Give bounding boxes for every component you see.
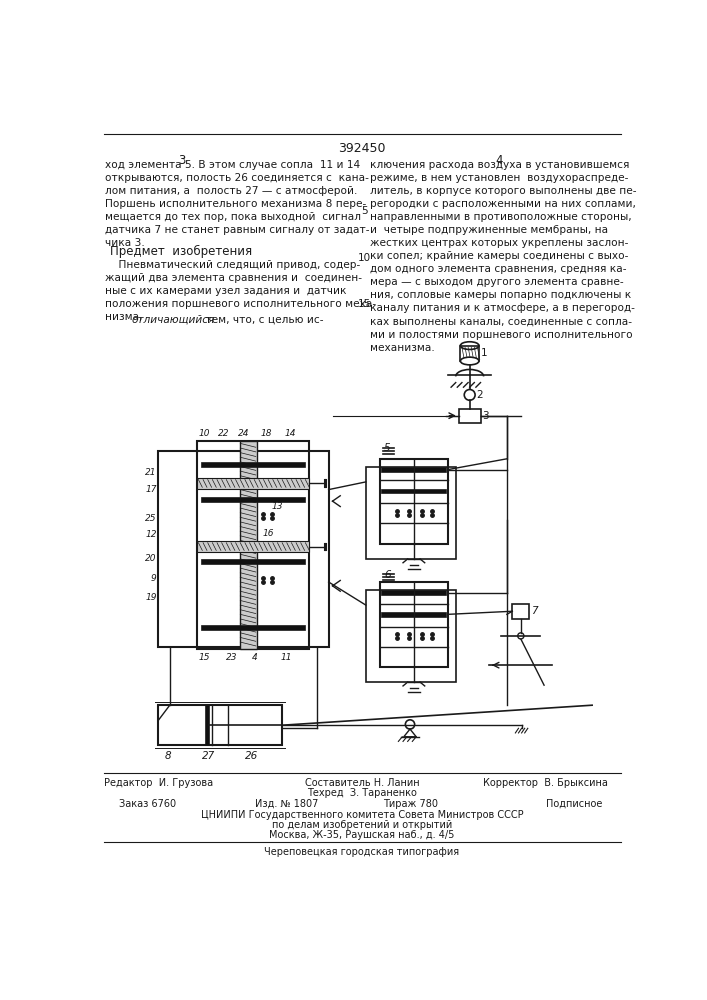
Bar — [380, 582, 448, 667]
Text: 5: 5 — [361, 206, 368, 216]
Text: ключения расхода воздуха в установившемся
режиме, в нем установлен  воздухораспр: ключения расхода воздуха в установившемс… — [370, 160, 637, 353]
Ellipse shape — [460, 357, 479, 365]
Text: 11: 11 — [280, 653, 292, 662]
Text: 26: 26 — [245, 751, 258, 761]
Text: 27: 27 — [202, 751, 215, 761]
Text: Техред  З. Тараненко: Техред З. Тараненко — [307, 788, 417, 798]
Bar — [197, 541, 309, 552]
Text: Корректор  В. Брыксина: Корректор В. Брыксина — [483, 778, 608, 788]
Text: 21: 21 — [145, 468, 156, 477]
Bar — [158, 451, 329, 647]
Text: 4: 4 — [252, 653, 258, 662]
Text: 8: 8 — [164, 751, 171, 761]
Text: ход элемента 5. В этом случае сопла  11 и 14
открываются, полость 26 соединяется: ход элемента 5. В этом случае сопла 11 и… — [105, 160, 370, 248]
Bar — [204, 705, 209, 745]
Bar — [201, 625, 305, 630]
Text: 17: 17 — [145, 485, 156, 494]
Bar — [513, 604, 530, 619]
Text: 10: 10 — [199, 429, 211, 438]
Text: 4: 4 — [496, 154, 503, 167]
Bar — [381, 612, 446, 617]
Text: 392450: 392450 — [338, 142, 386, 155]
Text: 15: 15 — [199, 653, 211, 662]
Text: 18: 18 — [261, 429, 272, 438]
Text: Череповецкая городская типография: Череповецкая городская типография — [264, 847, 460, 857]
Text: 6: 6 — [384, 570, 391, 580]
Text: 3: 3 — [482, 411, 489, 421]
Bar — [158, 705, 282, 745]
Text: Редактор  И. Грузова: Редактор И. Грузова — [103, 778, 213, 788]
Text: 20: 20 — [145, 554, 156, 563]
Text: 9: 9 — [151, 574, 156, 583]
Text: Тираж 780: Тираж 780 — [383, 799, 438, 809]
Text: 1: 1 — [481, 348, 488, 358]
Text: ЦНИИПИ Государственного комитета Совета Министров СССР: ЦНИИПИ Государственного комитета Совета … — [201, 810, 523, 820]
Text: 24: 24 — [238, 429, 249, 438]
Text: тем, что, с целью ис-: тем, что, с целью ис- — [202, 314, 324, 324]
Text: Москва, Ж-35, Раушская наб., д. 4/5: Москва, Ж-35, Раушская наб., д. 4/5 — [269, 830, 455, 840]
Text: 25: 25 — [145, 514, 156, 523]
Text: Заказ 6760: Заказ 6760 — [119, 799, 177, 809]
Bar — [366, 590, 456, 682]
Bar — [197, 441, 309, 649]
Text: 16: 16 — [263, 529, 274, 538]
Text: 14: 14 — [284, 429, 296, 438]
Text: 12: 12 — [145, 530, 156, 539]
Text: 23: 23 — [226, 653, 238, 662]
Bar — [197, 478, 309, 489]
Bar — [381, 590, 446, 595]
Text: Изд. № 1807: Изд. № 1807 — [255, 799, 318, 809]
Text: Подписное: Подписное — [546, 799, 602, 809]
Bar — [366, 466, 456, 559]
Bar — [459, 409, 481, 423]
Bar — [201, 462, 305, 466]
Text: по делам изобретений и открытий: по делам изобретений и открытий — [271, 820, 452, 830]
Text: Пневматический следящий привод, содер-
жащий два элемента сравнения и  соединен-: Пневматический следящий привод, содер- ж… — [105, 260, 377, 322]
Text: 2: 2 — [477, 390, 484, 400]
Text: 22: 22 — [218, 429, 230, 438]
Bar — [240, 441, 257, 649]
Text: 15: 15 — [358, 299, 371, 309]
Bar — [380, 459, 448, 543]
Bar — [381, 489, 446, 493]
Text: Составитель Н. Ланин: Составитель Н. Ланин — [305, 778, 419, 788]
Text: 3: 3 — [177, 154, 185, 167]
Text: 5: 5 — [384, 443, 391, 453]
Bar — [201, 497, 305, 502]
Bar — [201, 559, 305, 564]
Text: 7: 7 — [531, 606, 537, 616]
Text: Предмет  изобретения: Предмет изобретения — [110, 245, 252, 258]
Text: 13: 13 — [272, 502, 284, 511]
Text: отличающийся: отличающийся — [132, 314, 215, 324]
Text: 10: 10 — [358, 253, 371, 263]
Text: 19: 19 — [145, 593, 156, 602]
Bar — [381, 467, 446, 472]
Bar — [460, 346, 479, 361]
